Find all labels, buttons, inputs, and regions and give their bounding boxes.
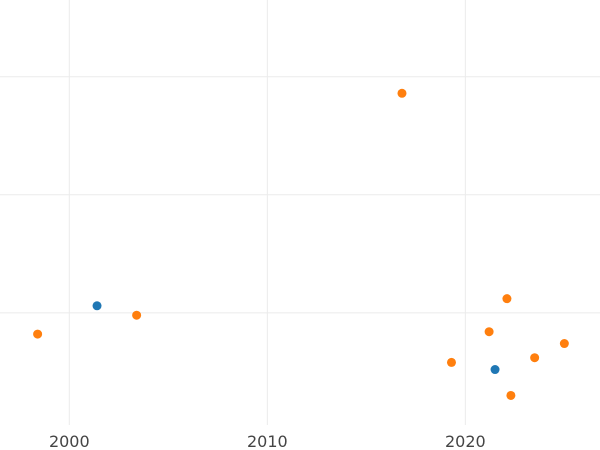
- x-tick-label: 2000: [49, 432, 90, 450]
- vertical-gridlines: [68, 0, 466, 425]
- horizontal-gridlines: [0, 76, 600, 314]
- x-tick-label: 2020: [445, 432, 486, 450]
- scatter-point-s1-7: [530, 353, 540, 363]
- scatter-point-s1-5: [502, 294, 512, 304]
- x-tick-label: 2010: [247, 432, 288, 450]
- data-points: [33, 88, 569, 400]
- scatter-point-s1-0: [33, 329, 43, 339]
- scatter-point-s1-6: [506, 390, 516, 400]
- scatter-point-s1-2: [397, 88, 407, 98]
- scatter-point-s0-0: [92, 301, 102, 311]
- scatter-point-s1-3: [446, 357, 456, 367]
- x-axis-tick-labels: 2000 2010 2020: [49, 432, 486, 450]
- scatter-point-s1-4: [484, 327, 494, 337]
- scatter-point-s1-8: [559, 339, 569, 349]
- scatter-point-s0-1: [490, 365, 500, 375]
- scatter-point-s1-1: [132, 310, 142, 320]
